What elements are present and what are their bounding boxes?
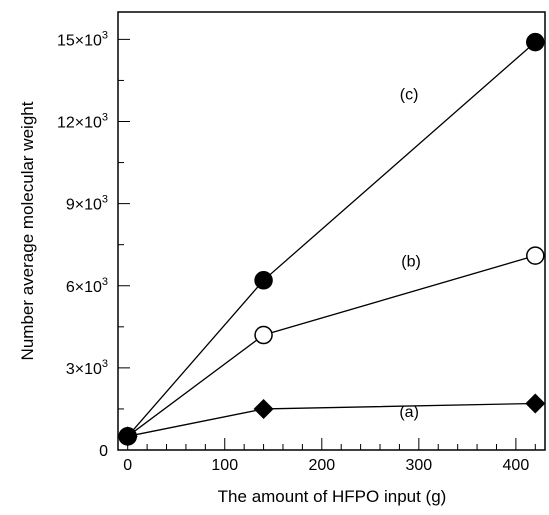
x-axis-title: The amount of HFPO input (g) [218,487,447,506]
series-c: (c) [118,32,545,446]
plot-frame [117,11,546,451]
data-point [525,393,546,414]
y-tick-label: 12×103 [57,112,108,132]
data-point [526,246,545,265]
y-tick-label: 0 [99,443,108,460]
y-tick-label: 6×103 [66,276,108,296]
x-tick-label: 0 [123,457,132,474]
series-a: (a) [117,393,546,447]
y-tick-label: 3×103 [66,358,108,378]
series-line [127,255,536,437]
series-layer: (a) (b) (c) [117,32,546,447]
x-tick-label: 300 [405,457,432,474]
y-axis-title: Number average molecular weight [18,101,37,360]
ticks-layer: 0 100 200 300 400 0 3×103 6×103 9×103 12×103 15×10… [57,29,536,474]
series-label: (a) [399,404,419,421]
series-label: (b) [401,254,421,271]
y-tick-label: 9×103 [66,194,108,214]
data-point [254,325,273,345]
x-tick-label: 200 [308,457,335,474]
series-line [127,402,536,437]
data-point [118,427,137,446]
series-b: (b) [118,246,545,446]
data-point [253,398,274,419]
x-tick-label: 400 [503,457,530,474]
series-label: (c) [400,87,419,104]
series-line [127,41,536,437]
data-point [254,271,273,290]
x-tick-label: 100 [211,457,238,474]
data-point [526,32,545,52]
y-tick-label: 15×103 [57,29,108,49]
